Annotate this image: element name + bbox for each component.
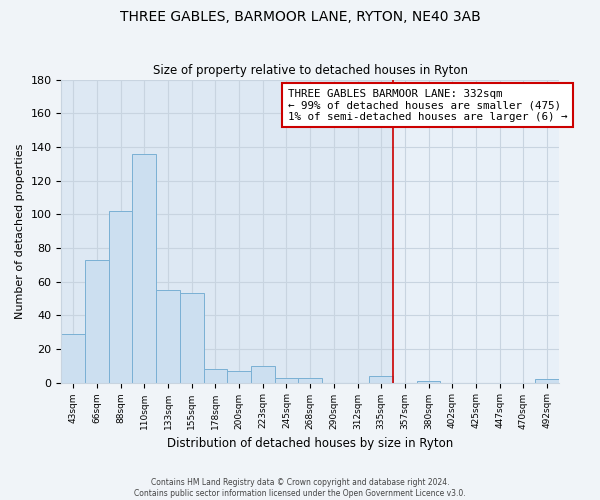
Text: THREE GABLES, BARMOOR LANE, RYTON, NE40 3AB: THREE GABLES, BARMOOR LANE, RYTON, NE40 …	[119, 10, 481, 24]
Bar	[109, 211, 133, 382]
Bar	[133, 154, 156, 382]
Bar	[370, 376, 393, 382]
Bar	[298, 378, 322, 382]
X-axis label: Distribution of detached houses by size in Ryton: Distribution of detached houses by size …	[167, 437, 453, 450]
Bar	[227, 371, 251, 382]
Bar	[180, 294, 203, 382]
Bar	[61, 334, 85, 382]
Bar	[535, 379, 559, 382]
Text: THREE GABLES BARMOOR LANE: 332sqm
← 99% of detached houses are smaller (475)
1% : THREE GABLES BARMOOR LANE: 332sqm ← 99% …	[288, 88, 567, 122]
Bar	[156, 290, 180, 382]
Bar	[417, 381, 440, 382]
Text: Contains HM Land Registry data © Crown copyright and database right 2024.
Contai: Contains HM Land Registry data © Crown c…	[134, 478, 466, 498]
Bar	[203, 369, 227, 382]
Bar	[85, 260, 109, 382]
Y-axis label: Number of detached properties: Number of detached properties	[15, 144, 25, 319]
Title: Size of property relative to detached houses in Ryton: Size of property relative to detached ho…	[152, 64, 467, 77]
Bar	[393, 80, 559, 382]
Bar	[275, 378, 298, 382]
Bar	[251, 366, 275, 382]
